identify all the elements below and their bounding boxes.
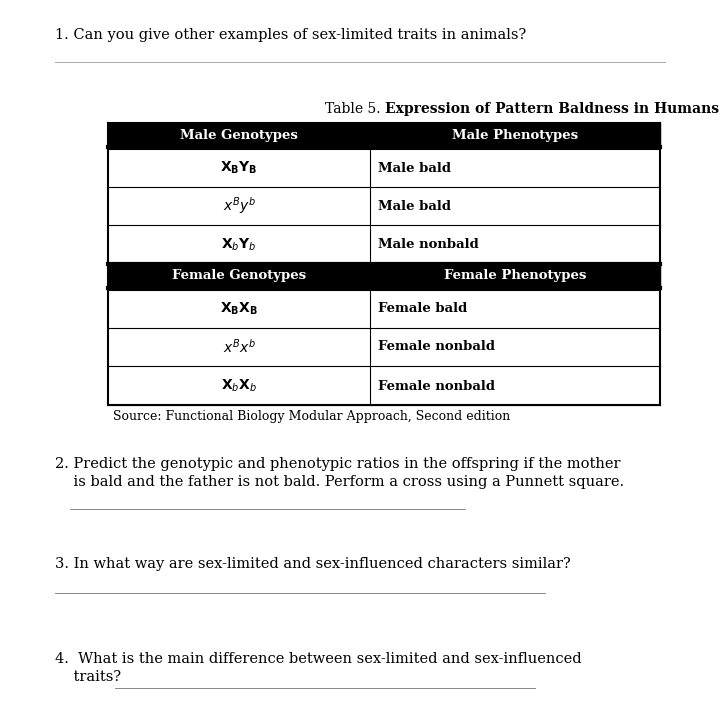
Text: 3. In what way are sex-limited and sex-influenced characters similar?: 3. In what way are sex-limited and sex-i… <box>55 557 571 571</box>
Text: is bald and the father is not bald. Perform a cross using a Punnett square.: is bald and the father is not bald. Perf… <box>55 475 624 489</box>
Bar <box>108 264 660 288</box>
Text: Male nonbald: Male nonbald <box>378 239 479 251</box>
Text: $\bf{X}$$_{\bf{B}}$$\bf{X}$$_{\bf{B}}$: $\bf{X}$$_{\bf{B}}$$\bf{X}$$_{\bf{B}}$ <box>220 301 258 318</box>
Text: Expression of Pattern Baldness in Humans: Expression of Pattern Baldness in Humans <box>385 102 719 116</box>
Text: Female Genotypes: Female Genotypes <box>172 270 306 282</box>
Bar <box>108 149 660 187</box>
Text: $\bf{X}$$_{b}$$\bf{Y}$$_{b}$: $\bf{X}$$_{b}$$\bf{Y}$$_{b}$ <box>221 237 256 253</box>
Text: $\bf{X}$$_{b}$$\bf{X}$$_{b}$: $\bf{X}$$_{b}$$\bf{X}$$_{b}$ <box>221 378 257 394</box>
Text: $x^{B}x^{b}$: $x^{B}x^{b}$ <box>222 338 256 356</box>
Text: Male bald: Male bald <box>378 199 451 213</box>
Text: Female Phenotypes: Female Phenotypes <box>444 270 586 282</box>
Text: 4.  What is the main difference between sex-limited and sex-influenced: 4. What is the main difference between s… <box>55 652 582 666</box>
Text: 1. Can you give other examples of sex-limited traits in animals?: 1. Can you give other examples of sex-li… <box>55 28 526 42</box>
Bar <box>108 123 660 147</box>
Text: Female nonbald: Female nonbald <box>378 341 495 353</box>
Bar <box>108 367 660 405</box>
Text: Male bald: Male bald <box>378 161 451 175</box>
Text: Male Phenotypes: Male Phenotypes <box>452 129 578 142</box>
Text: Source: Functional Biology Modular Approach, Second edition: Source: Functional Biology Modular Appro… <box>113 410 510 423</box>
Bar <box>108 328 660 366</box>
Bar <box>108 187 660 225</box>
Bar <box>108 290 660 328</box>
Text: $\bf{X}$$_{\bf{B}}$$\bf{Y}$$_{\bf{B}}$: $\bf{X}$$_{\bf{B}}$$\bf{Y}$$_{\bf{B}}$ <box>220 160 258 176</box>
Text: $x^{B}y^{b}$: $x^{B}y^{b}$ <box>222 196 256 216</box>
Text: traits?: traits? <box>55 670 126 684</box>
Text: Female bald: Female bald <box>378 303 467 315</box>
Text: Female nonbald: Female nonbald <box>378 379 495 393</box>
Text: Table 5.: Table 5. <box>325 102 385 116</box>
Text: Male Genotypes: Male Genotypes <box>180 129 298 142</box>
Text: 2. Predict the genotypic and phenotypic ratios in the offspring if the mother: 2. Predict the genotypic and phenotypic … <box>55 457 621 471</box>
Bar <box>108 226 660 264</box>
